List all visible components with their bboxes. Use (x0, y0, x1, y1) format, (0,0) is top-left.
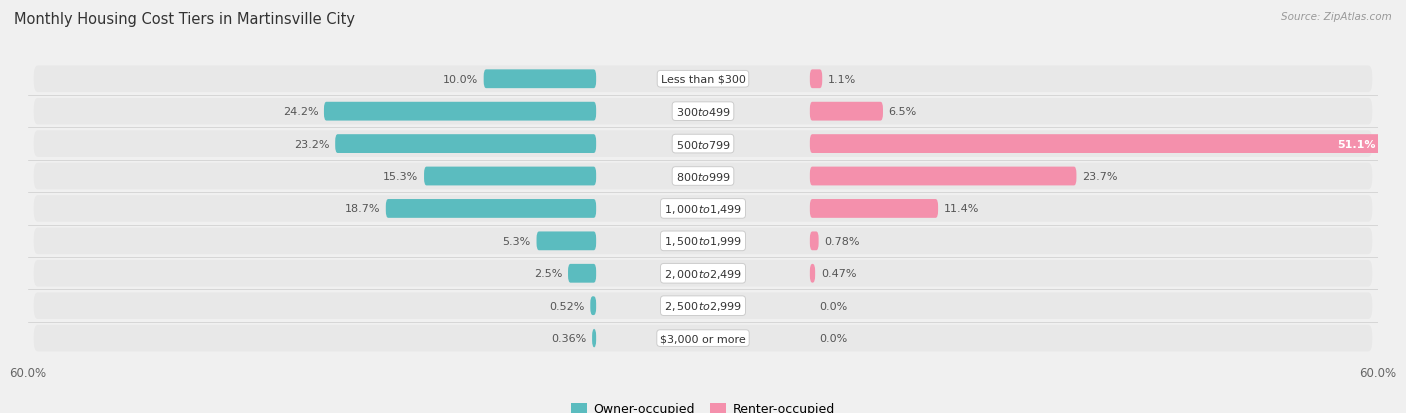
FancyBboxPatch shape (385, 199, 596, 218)
Text: 0.0%: 0.0% (818, 301, 846, 311)
Text: Monthly Housing Cost Tiers in Martinsville City: Monthly Housing Cost Tiers in Martinsvil… (14, 12, 356, 27)
FancyBboxPatch shape (34, 196, 1372, 222)
FancyBboxPatch shape (34, 325, 1372, 351)
FancyBboxPatch shape (34, 163, 1372, 190)
FancyBboxPatch shape (335, 135, 596, 154)
Text: 51.1%: 51.1% (1337, 139, 1375, 149)
FancyBboxPatch shape (34, 66, 1372, 93)
FancyBboxPatch shape (34, 260, 1372, 287)
Text: 23.2%: 23.2% (294, 139, 329, 149)
FancyBboxPatch shape (34, 228, 1372, 254)
FancyBboxPatch shape (484, 70, 596, 89)
FancyBboxPatch shape (810, 232, 818, 251)
Text: $2,000 to $2,499: $2,000 to $2,499 (664, 267, 742, 280)
FancyBboxPatch shape (810, 199, 938, 218)
FancyBboxPatch shape (810, 167, 1077, 186)
Text: 11.4%: 11.4% (943, 204, 979, 214)
FancyBboxPatch shape (34, 99, 1372, 125)
Text: $1,500 to $1,999: $1,500 to $1,999 (664, 235, 742, 248)
FancyBboxPatch shape (34, 131, 1372, 157)
Text: $1,000 to $1,499: $1,000 to $1,499 (664, 202, 742, 216)
Text: 5.3%: 5.3% (503, 236, 531, 246)
Text: $800 to $999: $800 to $999 (675, 171, 731, 183)
Text: 15.3%: 15.3% (384, 171, 419, 182)
Text: $300 to $499: $300 to $499 (675, 106, 731, 118)
Text: Less than $300: Less than $300 (661, 75, 745, 85)
Text: 0.36%: 0.36% (551, 333, 586, 343)
FancyBboxPatch shape (592, 329, 596, 348)
Legend: Owner-occupied, Renter-occupied: Owner-occupied, Renter-occupied (567, 397, 839, 413)
Text: 23.7%: 23.7% (1083, 171, 1118, 182)
FancyBboxPatch shape (591, 297, 596, 316)
FancyBboxPatch shape (425, 167, 596, 186)
Text: $500 to $799: $500 to $799 (675, 138, 731, 150)
Text: 0.52%: 0.52% (550, 301, 585, 311)
Text: 0.0%: 0.0% (818, 333, 846, 343)
FancyBboxPatch shape (810, 135, 1385, 154)
Text: $3,000 or more: $3,000 or more (661, 333, 745, 343)
Text: 6.5%: 6.5% (889, 107, 917, 117)
Text: 0.47%: 0.47% (821, 268, 856, 279)
Text: 10.0%: 10.0% (443, 75, 478, 85)
Text: 0.78%: 0.78% (824, 236, 859, 246)
FancyBboxPatch shape (323, 102, 596, 121)
Text: 2.5%: 2.5% (534, 268, 562, 279)
Text: 24.2%: 24.2% (283, 107, 318, 117)
Text: 18.7%: 18.7% (344, 204, 380, 214)
FancyBboxPatch shape (810, 102, 883, 121)
FancyBboxPatch shape (34, 293, 1372, 319)
FancyBboxPatch shape (537, 232, 596, 251)
Text: $2,500 to $2,999: $2,500 to $2,999 (664, 299, 742, 312)
FancyBboxPatch shape (810, 70, 823, 89)
Text: Source: ZipAtlas.com: Source: ZipAtlas.com (1281, 12, 1392, 22)
FancyBboxPatch shape (568, 264, 596, 283)
Text: 1.1%: 1.1% (828, 75, 856, 85)
FancyBboxPatch shape (810, 264, 815, 283)
